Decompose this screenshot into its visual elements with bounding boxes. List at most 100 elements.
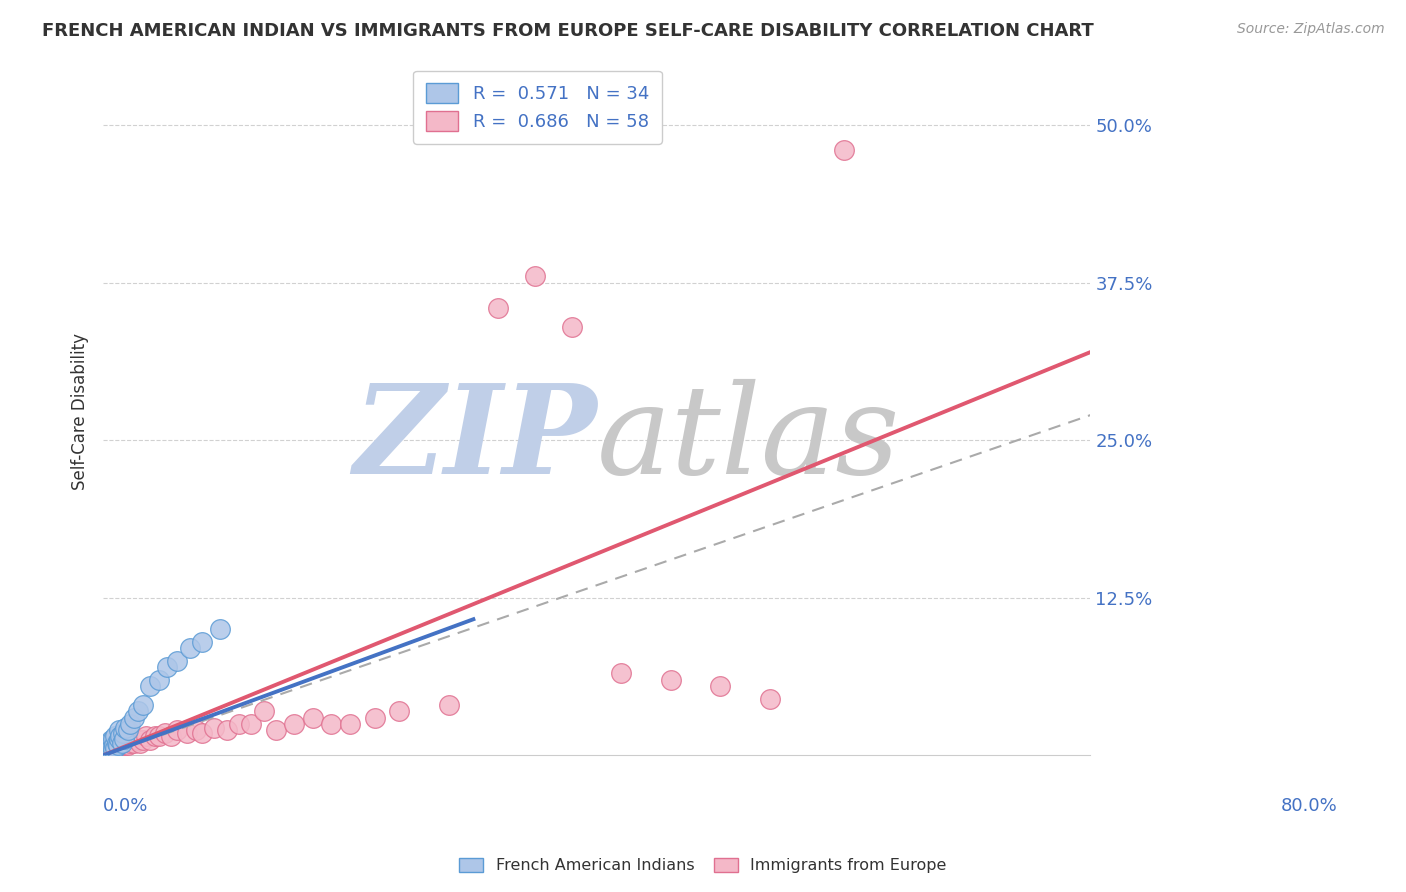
Point xyxy=(101,733,124,747)
Text: 80.0%: 80.0% xyxy=(1281,797,1337,814)
Point xyxy=(561,319,583,334)
Point xyxy=(96,742,118,756)
Point xyxy=(264,723,287,738)
Legend: R =  0.571   N = 34, R =  0.686   N = 58: R = 0.571 N = 34, R = 0.686 N = 58 xyxy=(413,70,662,144)
Point xyxy=(101,742,124,756)
Point xyxy=(105,733,128,747)
Point xyxy=(114,733,136,747)
Point xyxy=(139,733,162,747)
Point xyxy=(98,736,121,750)
Point xyxy=(108,723,131,738)
Point xyxy=(202,721,225,735)
Point xyxy=(240,716,263,731)
Point xyxy=(111,733,134,747)
Point xyxy=(100,733,122,747)
Point xyxy=(111,725,134,739)
Text: atlas: atlas xyxy=(596,378,900,500)
Point xyxy=(176,725,198,739)
Point xyxy=(131,698,153,712)
Point xyxy=(166,723,188,738)
Point xyxy=(105,736,128,750)
Point xyxy=(122,736,145,750)
Point xyxy=(166,654,188,668)
Point xyxy=(524,269,547,284)
Point xyxy=(96,740,118,755)
Point xyxy=(709,679,731,693)
Text: ZIP: ZIP xyxy=(353,379,596,500)
Point xyxy=(111,736,134,750)
Point xyxy=(107,739,129,753)
Point xyxy=(104,730,127,744)
Point xyxy=(104,736,127,750)
Point xyxy=(388,704,411,718)
Point xyxy=(209,623,232,637)
Point xyxy=(108,731,131,746)
Point xyxy=(114,721,136,735)
Point xyxy=(302,710,325,724)
Point xyxy=(112,731,135,746)
Point xyxy=(321,716,343,731)
Point xyxy=(100,736,122,750)
Point xyxy=(127,733,149,747)
Point xyxy=(117,723,139,738)
Point xyxy=(610,666,633,681)
Point xyxy=(122,710,145,724)
Legend: French American Indians, Immigrants from Europe: French American Indians, Immigrants from… xyxy=(453,851,953,880)
Point xyxy=(228,716,250,731)
Text: 0.0%: 0.0% xyxy=(103,797,149,814)
Point xyxy=(96,739,118,753)
Point xyxy=(156,660,179,674)
Point xyxy=(103,739,125,753)
Point xyxy=(111,739,134,753)
Point xyxy=(363,710,385,724)
Point xyxy=(100,740,122,755)
Point xyxy=(252,704,274,718)
Point xyxy=(97,742,120,756)
Point xyxy=(179,641,201,656)
Point xyxy=(437,698,460,712)
Point xyxy=(129,736,152,750)
Point xyxy=(100,742,122,756)
Point xyxy=(215,723,238,738)
Point xyxy=(283,716,305,731)
Point xyxy=(94,742,117,756)
Point xyxy=(832,144,855,158)
Point xyxy=(103,739,125,753)
Point xyxy=(101,742,124,756)
Point xyxy=(153,725,176,739)
Point xyxy=(120,716,142,731)
Point xyxy=(98,739,121,753)
Point xyxy=(127,704,149,718)
Text: Source: ZipAtlas.com: Source: ZipAtlas.com xyxy=(1237,22,1385,37)
Point xyxy=(131,733,153,747)
Y-axis label: Self-Care Disability: Self-Care Disability xyxy=(72,334,89,491)
Point xyxy=(110,730,132,744)
Point xyxy=(104,742,127,756)
Point xyxy=(97,740,120,755)
Point xyxy=(108,736,131,750)
Point xyxy=(111,736,134,750)
Point xyxy=(101,731,124,746)
Point xyxy=(486,301,509,315)
Point xyxy=(100,742,122,756)
Point xyxy=(100,739,122,754)
Point xyxy=(112,739,135,753)
Point xyxy=(139,679,162,693)
Point xyxy=(104,740,127,755)
Text: FRENCH AMERICAN INDIAN VS IMMIGRANTS FROM EUROPE SELF-CARE DISABILITY CORRELATIO: FRENCH AMERICAN INDIAN VS IMMIGRANTS FRO… xyxy=(42,22,1094,40)
Point xyxy=(148,730,170,744)
Point xyxy=(143,730,166,744)
Point xyxy=(160,730,183,744)
Point xyxy=(120,736,142,750)
Point xyxy=(110,740,132,755)
Point xyxy=(98,743,121,757)
Point xyxy=(107,739,129,753)
Point xyxy=(135,730,157,744)
Point xyxy=(184,723,207,738)
Point xyxy=(191,635,214,649)
Point xyxy=(148,673,170,687)
Point xyxy=(191,725,214,739)
Point xyxy=(758,691,780,706)
Point xyxy=(659,673,682,687)
Point xyxy=(339,716,361,731)
